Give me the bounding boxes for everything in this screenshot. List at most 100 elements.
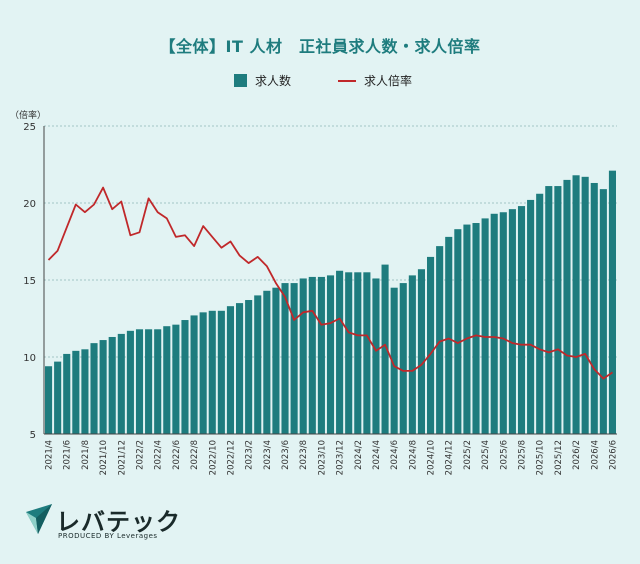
bar [354, 272, 362, 434]
bar [563, 179, 571, 434]
bar [481, 218, 489, 434]
x-tick-label: 2026/2 [572, 440, 582, 470]
x-tick-label: 2023/10 [317, 440, 327, 475]
x-tick-label: 2022/2 [136, 440, 146, 470]
bar [45, 366, 53, 434]
bar [135, 329, 144, 434]
x-tick-label: 2025/12 [554, 440, 564, 475]
legend-line-label: 求人倍率 [364, 74, 413, 88]
legend: 求人数 求人倍率 [0, 72, 640, 90]
x-tick-label: 2024/10 [427, 440, 437, 475]
bar [499, 212, 507, 434]
bar [99, 340, 107, 434]
bar [117, 333, 125, 434]
bar [345, 272, 353, 434]
brand-name: レバテック [56, 508, 181, 536]
bar [272, 287, 280, 434]
x-tick-label: 2025/6 [499, 440, 509, 470]
x-tick-label: 2023/4 [263, 440, 273, 470]
bar [572, 175, 580, 434]
x-tick-label: 2022/4 [154, 440, 164, 470]
bar [581, 176, 589, 434]
bar [299, 278, 307, 434]
leveretech-logo-icon [26, 504, 52, 534]
bar [63, 353, 71, 434]
bar [172, 324, 180, 434]
bar [436, 246, 444, 434]
x-tick-label: 2024/4 [372, 440, 382, 470]
bar [490, 213, 498, 434]
bar [326, 275, 335, 434]
bar [372, 278, 380, 434]
bar [254, 295, 262, 434]
bar [281, 283, 289, 434]
x-tick-label: 2022/8 [190, 440, 200, 470]
bar [181, 320, 189, 434]
bar [381, 264, 389, 434]
x-tick-label: 2021/12 [117, 440, 127, 475]
bar [236, 303, 244, 434]
x-tick-label: 2024/12 [445, 440, 455, 475]
legend-item-bar: 求人数 [234, 72, 291, 89]
x-tick-label: 2023/6 [281, 440, 291, 470]
bar [72, 350, 80, 434]
bar [108, 336, 116, 434]
bar [226, 306, 234, 434]
legend-bar-swatch [234, 74, 247, 87]
x-tick-label: 2022/12 [226, 440, 236, 475]
x-tick-label: 2022/10 [208, 440, 218, 475]
ratio-line [47, 186, 614, 380]
bar [245, 300, 253, 434]
legend-item-line: 求人倍率 [338, 72, 412, 89]
bar [290, 283, 298, 434]
x-tick-label: 2023/8 [299, 440, 309, 470]
x-tick-label: 2021/6 [63, 440, 73, 470]
bar [145, 329, 153, 434]
legend-line-swatch [338, 79, 356, 82]
bar [545, 186, 553, 434]
x-tick-label: 2025/4 [481, 440, 491, 470]
bar [81, 349, 89, 434]
bar [363, 272, 371, 434]
bar [390, 287, 398, 434]
x-tick-label: 2024/6 [390, 440, 400, 470]
bar [445, 236, 453, 434]
x-tick-label: 2024/2 [354, 440, 364, 470]
brand-sub: PRODUCED BY Leverages [58, 532, 158, 540]
bar [427, 256, 435, 434]
x-tick-label: 2023/12 [336, 440, 346, 475]
y-tick-label: 10 [23, 353, 36, 364]
bar [590, 182, 598, 434]
bar [417, 269, 425, 434]
y-tick-label: 20 [23, 199, 36, 210]
bar [508, 209, 516, 434]
x-tick-label: 2021/8 [81, 440, 91, 470]
x-tick-label: 2021/4 [45, 440, 55, 470]
bar [208, 310, 216, 434]
bar [527, 199, 535, 434]
y-tick-label: 15 [23, 276, 36, 287]
brand-logo: レバテック PRODUCED BY Leverages [24, 500, 194, 548]
x-tick-label: 2025/2 [463, 440, 473, 470]
bar [163, 326, 171, 434]
x-tick-label: 2025/10 [536, 440, 546, 475]
chart-title: 【全体】IT 人材 正社員求人数・求人倍率 [159, 37, 481, 56]
bar [217, 310, 225, 434]
x-tick-label: 2023/2 [245, 440, 255, 470]
bar [126, 330, 134, 434]
x-tick-label: 2025/8 [518, 440, 528, 470]
legend-bar-label: 求人数 [255, 74, 292, 88]
bar [599, 189, 607, 434]
bar [608, 170, 616, 434]
x-tick-label: 2026/4 [590, 440, 600, 470]
x-tick-label: 2024/8 [408, 440, 418, 470]
bar [90, 343, 98, 434]
bar [263, 290, 271, 434]
x-tick-label: 2026/6 [608, 440, 618, 470]
y-tick-label: 5 [30, 430, 36, 441]
bar [317, 276, 325, 434]
bar [536, 193, 544, 434]
bar [336, 270, 344, 434]
bar [154, 329, 162, 434]
